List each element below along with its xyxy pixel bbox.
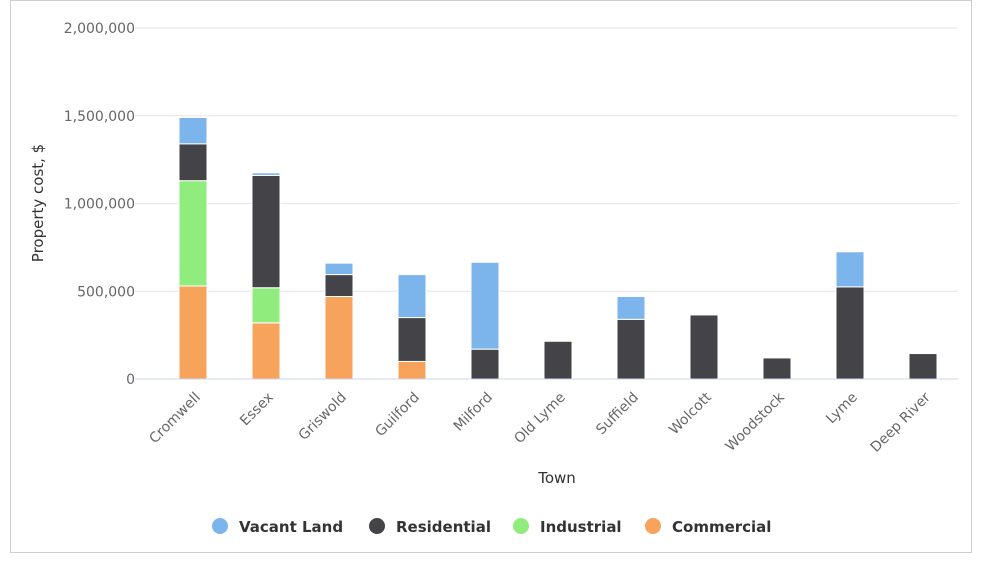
bar-residential[interactable] — [616, 318, 646, 380]
legend-item-commercial[interactable]: Commercial — [645, 518, 771, 536]
legend-label: Vacant Land — [239, 518, 343, 536]
legend-item-residential[interactable]: Residential — [369, 518, 491, 536]
x-tick-label: Deep River — [868, 389, 934, 455]
x-tick-label: Woodstock — [723, 389, 789, 455]
y-axis-title: Property cost, $ — [29, 144, 47, 262]
bar-commercial[interactable] — [397, 360, 427, 380]
y-axis-ticks: 0 500,000 1,000,000 1,500,000 2,000,000 — [64, 21, 135, 388]
legend-marker — [513, 518, 529, 534]
bar-residential[interactable] — [762, 357, 792, 380]
legend-label: Commercial — [672, 518, 771, 536]
bar-vacant-land[interactable] — [835, 251, 865, 288]
bar-industrial[interactable] — [251, 287, 281, 324]
x-axis-ticks: Cromwell Essex Griswold Guilford Milford Old … — [146, 389, 934, 456]
legend: Vacant Land Residential Industrial Commerci… — [212, 518, 771, 536]
x-tick-label: Suffield — [593, 390, 642, 439]
bar-residential[interactable] — [908, 353, 938, 380]
legend-marker — [212, 518, 228, 534]
bars — [178, 117, 938, 380]
bar-commercial[interactable] — [324, 296, 354, 380]
x-tick-label: Essex — [237, 390, 277, 430]
x-tick-label: Milford — [451, 390, 496, 435]
x-tick-label: Cromwell — [146, 390, 203, 447]
x-tick-label: Griswold — [296, 390, 350, 444]
bar-commercial[interactable] — [251, 322, 281, 380]
x-tick-label: Guilford — [372, 390, 422, 440]
bar-vacant-land[interactable] — [616, 296, 646, 320]
y-tick-label: 2,000,000 — [64, 21, 135, 37]
bar-residential[interactable] — [689, 314, 719, 380]
bar-commercial[interactable] — [178, 285, 208, 380]
bar-vacant-land[interactable] — [251, 172, 281, 176]
y-tick-label: 500,000 — [77, 284, 135, 300]
y-tick-label: 0 — [126, 372, 135, 388]
legend-item-industrial[interactable]: Industrial — [513, 518, 622, 536]
x-tick-label: Lyme — [823, 390, 861, 428]
bar-vacant-land[interactable] — [470, 261, 500, 350]
legend-label: Residential — [396, 518, 491, 536]
bar-residential[interactable] — [543, 340, 573, 380]
bar-residential[interactable] — [251, 174, 281, 289]
x-tick-label: Wolcott — [666, 389, 715, 438]
x-axis-title: Town — [537, 469, 576, 487]
bar-vacant-land[interactable] — [178, 117, 208, 145]
legend-label: Industrial — [540, 518, 622, 536]
y-tick-label: 1,000,000 — [64, 197, 135, 213]
legend-marker — [645, 518, 661, 534]
bar-residential[interactable] — [324, 274, 354, 298]
bar-residential[interactable] — [835, 286, 865, 380]
bar-industrial[interactable] — [178, 180, 208, 287]
x-tick-label: Old Lyme — [511, 390, 568, 447]
legend-item-vacant-land[interactable]: Vacant Land — [212, 518, 343, 536]
bar-residential[interactable] — [178, 143, 208, 182]
bar-vacant-land[interactable] — [324, 262, 354, 276]
bar-residential[interactable] — [397, 317, 427, 362]
y-tick-label: 1,500,000 — [64, 109, 135, 125]
legend-marker — [369, 518, 385, 534]
bar-residential[interactable] — [470, 348, 500, 380]
bar-vacant-land[interactable] — [397, 274, 427, 319]
